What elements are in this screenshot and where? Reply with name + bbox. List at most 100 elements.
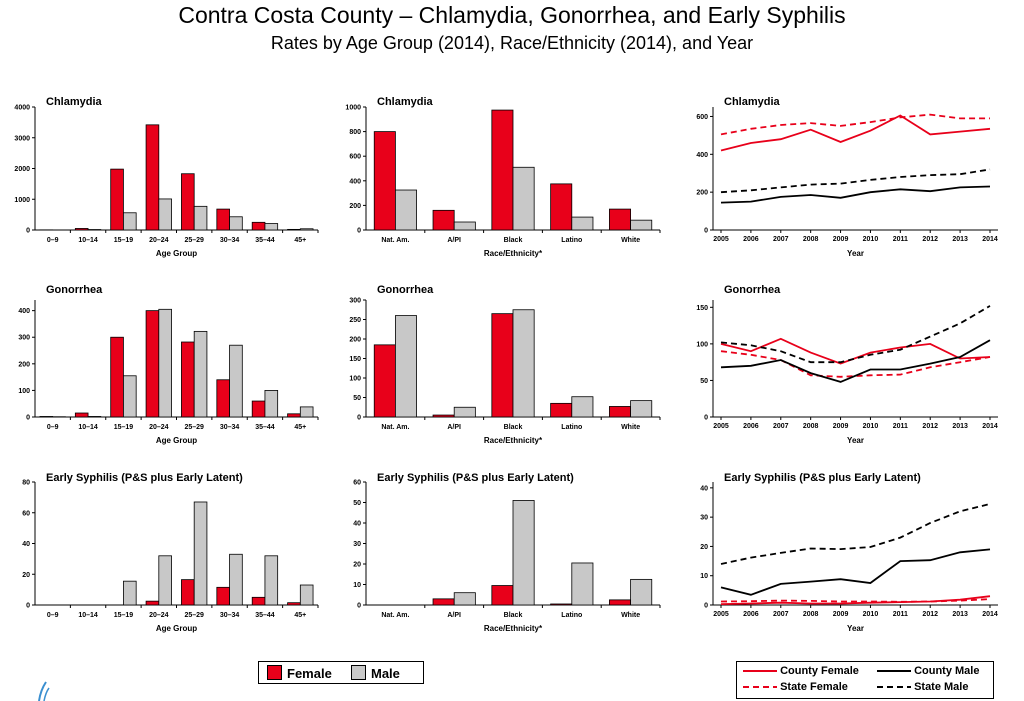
y-tick-label: 50: [353, 395, 361, 402]
chart-year-gonorrhea: Gonorrhea 0 50 100 150 2005 2006 2007 2008 2009 20…: [696, 284, 998, 445]
bar-male: [87, 416, 102, 418]
series-line-state-female: [720, 598, 991, 603]
chart-race-gonorrhea: Gonorrhea 0 50 100 150 200 250 300 Nat. Am. A/PI B…: [349, 284, 661, 445]
bar-female: [432, 209, 455, 231]
bar-female: [432, 598, 455, 606]
bar-male: [193, 330, 208, 418]
x-axis-label: Race/Ethnicity*: [484, 436, 543, 445]
bar-male: [453, 592, 476, 606]
x-tick-label: 2008: [803, 423, 819, 430]
x-tick-label: Nat. Am.: [381, 237, 409, 244]
x-tick-label: 45+: [294, 612, 306, 619]
y-tick-label: 10: [353, 582, 361, 589]
x-tick-label: 2007: [773, 611, 789, 618]
y-tick-label: 40: [22, 541, 30, 548]
bar-female: [287, 228, 301, 231]
y-tick-label: 50: [353, 500, 361, 507]
female-swatch: [267, 665, 282, 680]
bar-male: [571, 216, 594, 231]
y-tick-label: 60: [353, 480, 361, 487]
y-tick-label: 0: [357, 603, 361, 610]
series-line-county-male: [720, 339, 991, 383]
series-line-state-male: [720, 305, 991, 364]
x-tick-label: 2006: [743, 423, 759, 430]
x-axis-label: Year: [847, 436, 864, 445]
series-line-state-female: [720, 113, 990, 136]
chart-title: Gonorrhea: [377, 284, 434, 296]
y-tick-label: 80: [22, 480, 30, 487]
x-tick-label: Latino: [561, 237, 582, 244]
bar-male: [299, 584, 314, 606]
x-tick-label: 2013: [952, 611, 968, 618]
x-axis-label: Year: [847, 624, 864, 633]
y-tick-label: 50: [700, 378, 708, 385]
y-tick-label: 60: [22, 510, 30, 517]
x-tick-label: 2012: [922, 236, 938, 243]
y-tick-label: 4000: [14, 105, 30, 112]
bar-female: [216, 379, 230, 418]
y-tick-label: 600: [349, 154, 361, 161]
x-tick-label: 2010: [863, 611, 879, 618]
y-tick-label: 400: [696, 152, 708, 159]
bar-female: [110, 336, 124, 418]
page-title: Contra Costa County – Chlamydia, Gonorrh…: [178, 2, 846, 28]
chart-title: Chlamydia: [46, 96, 103, 108]
x-tick-label: 2005: [713, 611, 729, 618]
x-tick-label: 2011: [893, 236, 908, 243]
bar-female: [145, 600, 160, 606]
x-tick-label: 20–24: [149, 424, 169, 431]
chart-year-syphilis: Early Syphilis (P&S plus Early Latent) 0 1…: [700, 472, 998, 633]
y-tick-label: 30: [700, 515, 708, 522]
bar-female: [609, 599, 632, 606]
bar-male: [193, 501, 208, 606]
bar-female: [550, 183, 573, 231]
y-tick-label: 40: [353, 521, 361, 528]
bar-male: [264, 223, 279, 231]
y-tick-label: 200: [349, 337, 361, 344]
chart-title: Gonorrhea: [724, 284, 781, 296]
x-tick-label: 15–19: [114, 237, 134, 244]
y-tick-label: 100: [18, 388, 30, 395]
bar-female: [110, 168, 124, 231]
series-line-state-female: [720, 350, 991, 378]
bar-male: [512, 500, 535, 606]
x-axis-label: Year: [847, 249, 864, 258]
legend-male-label: Male: [371, 666, 400, 681]
bar-female: [74, 228, 89, 231]
x-tick-label: 20–24: [149, 612, 169, 619]
legend-female-label: Female: [287, 666, 332, 681]
bar-male: [453, 221, 476, 231]
x-tick-label: Latino: [561, 424, 582, 431]
legend-state-male-label: State Male: [914, 681, 969, 693]
y-tick-label: 20: [353, 562, 361, 569]
bar-female: [550, 603, 573, 606]
state-male-line-sample: [877, 686, 911, 689]
x-tick-label: 2008: [803, 611, 819, 618]
bar-female: [491, 313, 514, 418]
x-tick-label: 2009: [833, 236, 849, 243]
y-tick-label: 200: [349, 203, 361, 210]
x-tick-label: 30–34: [220, 424, 240, 431]
x-tick-label: 0–9: [47, 612, 59, 619]
bar-male: [123, 580, 137, 606]
y-tick-label: 0: [26, 415, 30, 422]
x-tick-label: 45+: [294, 424, 306, 431]
legend-state-female-label: State Female: [780, 681, 848, 693]
x-tick-label: 25–29: [184, 237, 204, 244]
legend-county-female: County Female: [743, 665, 859, 677]
bar-male: [630, 400, 653, 418]
bar-female: [216, 208, 230, 231]
legend-state-female: State Female: [743, 681, 848, 693]
bar-male: [630, 578, 653, 606]
bar-female: [181, 579, 195, 606]
y-tick-label: 200: [696, 190, 708, 197]
x-tick-label: Black: [504, 424, 523, 431]
male-swatch: [351, 665, 366, 680]
y-tick-label: 10: [700, 573, 708, 580]
x-tick-label: 2007: [773, 236, 789, 243]
y-tick-label: 150: [349, 356, 361, 363]
x-axis-label: Race/Ethnicity*: [484, 249, 543, 258]
x-tick-label: 35–44: [255, 424, 275, 431]
bar-female: [181, 173, 195, 231]
x-tick-label: 10–14: [78, 612, 98, 619]
